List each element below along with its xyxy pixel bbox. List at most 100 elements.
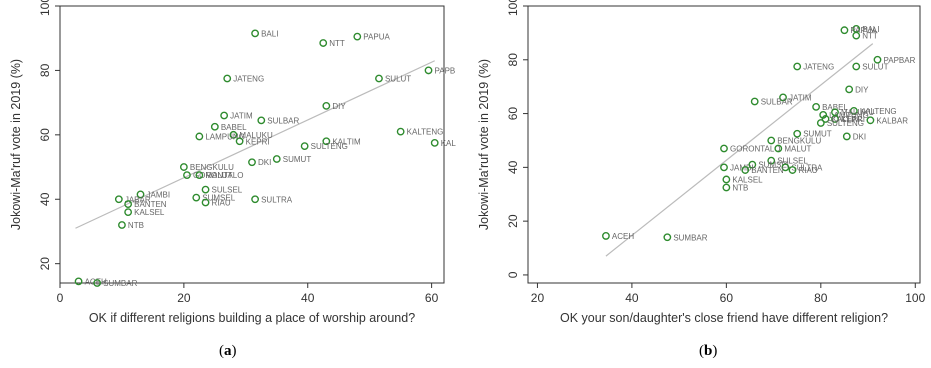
point-label: JATENG xyxy=(233,74,264,83)
point-label: BANTEN xyxy=(134,200,167,209)
y-tick-label: 100 xyxy=(38,0,52,16)
data-point xyxy=(840,26,849,35)
fit-line xyxy=(75,60,435,229)
point-label: SUMUT xyxy=(803,130,832,139)
point-label: SULBAR xyxy=(761,97,793,106)
point-label: BANTEN xyxy=(751,166,784,175)
data-point xyxy=(375,74,383,83)
data-point xyxy=(873,55,882,64)
point-label: KALTIM xyxy=(332,137,361,146)
point-label: PAPB xyxy=(435,66,456,75)
x-tick-label: 20 xyxy=(177,291,191,305)
point-label: KALTENG xyxy=(407,128,444,137)
point-label: PAPUA xyxy=(363,33,390,42)
data-point xyxy=(257,116,266,125)
data-point xyxy=(748,160,757,169)
data-point xyxy=(322,101,331,110)
chart-panel-a: 0 20 40 60 20 40 60 80 100 OK if different religi… xyxy=(9,0,457,359)
data-point xyxy=(74,277,83,286)
point-label: BALI xyxy=(862,25,879,34)
point-label: DIY xyxy=(332,102,346,111)
x-tick-label: 40 xyxy=(301,291,315,305)
point-label: SULTENG xyxy=(311,142,348,151)
data-point xyxy=(722,183,731,192)
data-point xyxy=(220,111,229,120)
point-label: SULTENG xyxy=(827,119,864,128)
y-tick-label: 100 xyxy=(506,0,520,16)
point-label: SUMBAR xyxy=(673,233,707,242)
data-point xyxy=(195,171,204,179)
point-label: SULTRA xyxy=(261,195,293,204)
y-tick-label: 20 xyxy=(38,257,52,271)
point-label: SUMBAR xyxy=(103,279,137,288)
data-point xyxy=(179,163,188,171)
x-tick-label: 100 xyxy=(905,291,925,305)
point-label: JAMBI xyxy=(147,190,171,199)
point-label: JATENG xyxy=(803,63,834,72)
data-point xyxy=(845,85,854,94)
point-label: JABAR xyxy=(125,195,151,204)
chart-panel-b: 20 40 60 80 100 0 20 40 60 80 100 OK your son/daugh… xyxy=(470,0,931,368)
y-tick-label: 80 xyxy=(38,63,52,77)
x-tick-label: 40 xyxy=(625,291,639,305)
data-point xyxy=(223,74,232,83)
data-point xyxy=(866,116,875,125)
point-label: KALTENG xyxy=(860,107,897,116)
data-point xyxy=(353,32,362,41)
point-label: SULUT xyxy=(385,74,411,83)
point-label: NTT xyxy=(329,39,345,48)
data-point xyxy=(93,279,102,287)
point-label: BALI xyxy=(261,29,278,38)
point-label: DIY xyxy=(855,85,869,94)
data-point xyxy=(251,195,259,204)
data-point xyxy=(767,136,776,145)
data-point xyxy=(852,62,861,71)
caption-a: (a) xyxy=(219,343,237,359)
plot-frame xyxy=(59,5,445,284)
data-point xyxy=(251,29,259,38)
data-point xyxy=(319,39,328,47)
point-label: SUMUT xyxy=(283,155,312,164)
data-point xyxy=(720,163,728,172)
point-label: MALUKU xyxy=(841,108,875,117)
y-tick-label: 40 xyxy=(38,192,52,206)
data-point xyxy=(430,138,439,147)
point-label: SUMSEL xyxy=(202,194,235,203)
data-point xyxy=(750,97,759,106)
point-label: KAL xyxy=(441,139,457,148)
point-label: PAPUA xyxy=(850,26,877,35)
data-point xyxy=(774,144,783,153)
scatter-plot-b: 20 40 60 80 100 0 20 40 60 80 100 OK your son/daugh… xyxy=(477,0,926,325)
point-label: LAMPUNG xyxy=(205,132,245,141)
data-point xyxy=(821,115,830,123)
point-label: DKI xyxy=(853,132,866,141)
point-label: NTB xyxy=(128,221,144,230)
y-axis-title: Jokowi-Ma'ruf vote in 2019 (%) xyxy=(9,59,23,230)
plot-frame xyxy=(527,5,921,284)
x-axis-title: OK your son/daughter's close friend have… xyxy=(560,311,888,325)
data-point xyxy=(195,132,204,141)
point-label: KALSEL xyxy=(732,175,763,184)
data-point xyxy=(396,127,405,136)
scatter-plot-a: 0 20 40 60 20 40 60 80 100 OK if different religi… xyxy=(9,0,457,325)
point-label: DKI xyxy=(258,158,271,167)
point-label: JAMBI xyxy=(730,163,754,172)
data-point xyxy=(322,137,331,146)
data-point xyxy=(722,175,731,184)
data-point xyxy=(852,31,861,40)
point-label: ACEH xyxy=(612,232,634,241)
x-axis-title: OK if different religions building a pla… xyxy=(89,311,415,325)
point-label: JATIM xyxy=(789,93,812,102)
data-point xyxy=(767,156,776,165)
point-label: MALUT xyxy=(205,171,232,180)
point-label: KEPRI xyxy=(246,137,270,146)
point-label: SULSEL xyxy=(777,157,808,166)
point-label: BABEL xyxy=(822,103,848,112)
y-tick-label: 80 xyxy=(506,53,520,67)
point-label: GORONTALO xyxy=(730,145,781,154)
point-label: PAPBAR xyxy=(883,56,915,65)
data-point xyxy=(849,106,858,115)
data-point xyxy=(201,198,210,207)
data-point xyxy=(114,195,123,204)
x-tick-label: 80 xyxy=(814,291,828,305)
